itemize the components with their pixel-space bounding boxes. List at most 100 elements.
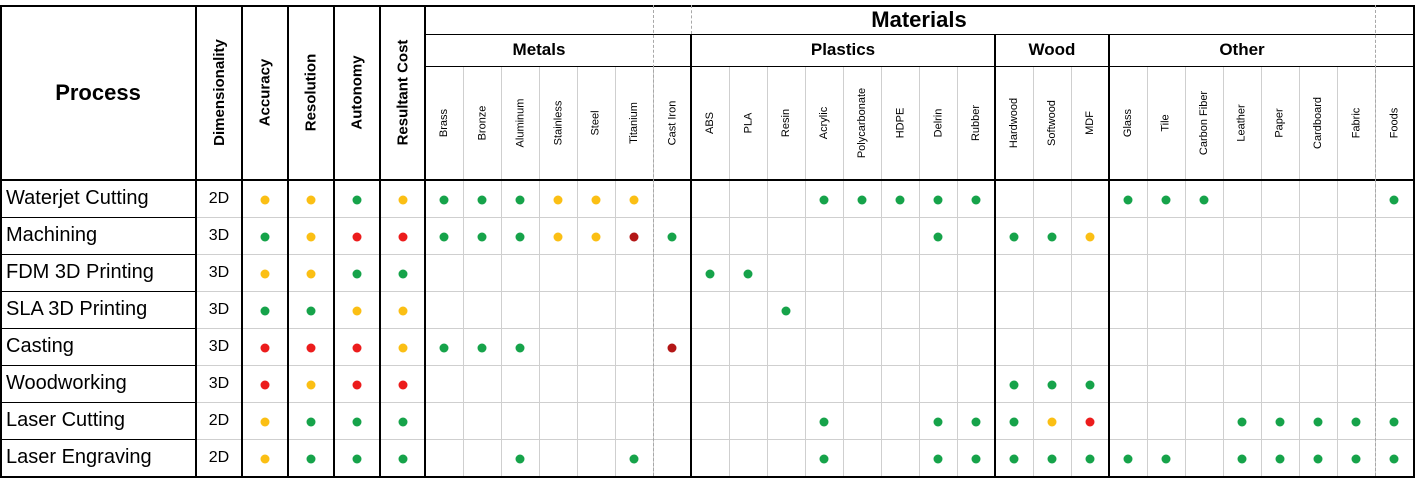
rating-dot xyxy=(260,454,270,463)
column-gridline xyxy=(1185,66,1186,476)
row-gridline xyxy=(196,291,1413,292)
compatibility-dot xyxy=(667,232,677,241)
column-gridline xyxy=(919,66,920,476)
property-column-border xyxy=(287,5,289,476)
material-header-label: HDPE xyxy=(894,107,906,139)
property-column-border xyxy=(333,5,335,476)
material-header: Resin xyxy=(767,66,805,180)
material-group-dashed-border xyxy=(653,5,654,476)
rating-dot xyxy=(352,417,362,426)
compatibility-dot xyxy=(1009,232,1019,241)
dimensionality-value: 3D xyxy=(208,374,230,392)
dimensionality-value: 2D xyxy=(208,448,230,466)
row-divider xyxy=(0,217,196,218)
material-header-label: Fabric xyxy=(1350,107,1362,139)
material-header: MDF xyxy=(1071,66,1109,180)
material-header-label: Paper xyxy=(1273,108,1286,138)
row-gridline xyxy=(196,254,1413,255)
material-header: Rubber xyxy=(957,66,995,180)
material-header: Fabric xyxy=(1337,66,1375,180)
material-header: Cardboard xyxy=(1299,66,1337,180)
row-gridline xyxy=(196,328,1413,329)
compatibility-dot xyxy=(553,195,563,204)
material-header-label: Tile xyxy=(1159,114,1172,132)
material-header-label: Delrin xyxy=(931,108,944,138)
column-gridline xyxy=(1223,66,1224,476)
compatibility-dot xyxy=(515,232,525,241)
row-gridline xyxy=(196,439,1413,440)
process-name: FDM 3D Printing xyxy=(6,261,154,283)
property-header-label: Resolution xyxy=(302,53,320,132)
process-name: Machining xyxy=(6,224,98,246)
rating-dot xyxy=(352,306,362,315)
column-gridline xyxy=(805,66,806,476)
material-header-label: Glass xyxy=(1122,108,1134,138)
material-group-header: Plastics xyxy=(810,40,876,59)
dimensionality-value: 3D xyxy=(208,337,230,355)
materials-title-border xyxy=(425,34,1413,35)
material-header-label: MDF xyxy=(1083,111,1096,135)
process-name: Casting xyxy=(6,335,74,357)
material-header: Stainless xyxy=(539,66,577,180)
property-header-resultant-cost: Resultant Cost xyxy=(380,5,425,180)
cast-iron-dashed-border xyxy=(691,5,692,34)
material-header-label: Brass xyxy=(438,108,450,138)
material-header: Steel xyxy=(577,66,615,180)
rating-dot xyxy=(260,306,270,315)
compatibility-dot xyxy=(1389,454,1399,463)
row-gridline xyxy=(196,217,1413,218)
material-header-label: Foods xyxy=(1387,107,1400,139)
property-header-autonomy: Autonomy xyxy=(334,5,380,180)
material-header: Bronze xyxy=(463,66,501,180)
property-header-label: Accuracy xyxy=(256,58,274,127)
material-header-label: Acrylic xyxy=(817,106,830,140)
process-name: Laser Cutting xyxy=(6,409,125,431)
dimensionality-value: 2D xyxy=(208,411,230,429)
material-header: PLA xyxy=(729,66,767,180)
column-gridline xyxy=(957,66,958,476)
material-header: HDPE xyxy=(881,66,919,180)
compatibility-dot xyxy=(819,195,829,204)
material-header: Softwood xyxy=(1033,66,1071,180)
property-header-label: Resultant Cost xyxy=(394,39,411,146)
material-header: Hardwood xyxy=(995,66,1033,180)
compatibility-dot xyxy=(1047,232,1057,241)
material-header-label: Polycarbonate xyxy=(856,87,869,159)
material-header: Leather xyxy=(1223,66,1261,180)
material-header: Polycarbonate xyxy=(843,66,881,180)
rating-dot xyxy=(306,232,316,241)
compatibility-dot xyxy=(1389,417,1399,426)
compatibility-dot xyxy=(1237,417,1247,426)
rating-dot xyxy=(352,454,362,463)
material-header: Delrin xyxy=(919,66,957,180)
property-header-label: Autonomy xyxy=(348,55,366,130)
rating-dot xyxy=(260,269,270,278)
rating-dot xyxy=(306,380,316,389)
property-header-dimensionality: Dimensionality xyxy=(196,5,242,180)
compatibility-dot xyxy=(1123,195,1133,204)
property-column-border xyxy=(424,5,426,476)
material-header-label: Softwood xyxy=(1046,100,1058,146)
compatibility-dot xyxy=(933,454,943,463)
rating-dot xyxy=(398,306,407,315)
process-header: Process xyxy=(55,80,141,105)
material-header-label: Cardboard xyxy=(1312,97,1325,149)
material-header-label: ABS xyxy=(703,111,716,135)
material-header: Aluminum xyxy=(501,66,539,180)
compatibility-dot xyxy=(515,343,525,352)
dimensionality-value: 3D xyxy=(208,226,230,244)
column-gridline xyxy=(615,66,616,476)
compatibility-dot xyxy=(1085,417,1095,426)
compatibility-dot xyxy=(971,417,981,426)
compatibility-dot xyxy=(1047,454,1057,463)
dimensionality-value: 2D xyxy=(208,189,230,207)
compatibility-dot xyxy=(1161,454,1171,463)
column-gridline xyxy=(463,66,464,476)
material-header-label: Aluminum xyxy=(514,98,526,148)
rating-dot xyxy=(260,195,270,204)
material-group-header: Other xyxy=(1219,40,1265,59)
row-divider xyxy=(0,254,196,255)
header-bottom-border xyxy=(0,179,1413,181)
compatibility-dot xyxy=(477,343,487,352)
